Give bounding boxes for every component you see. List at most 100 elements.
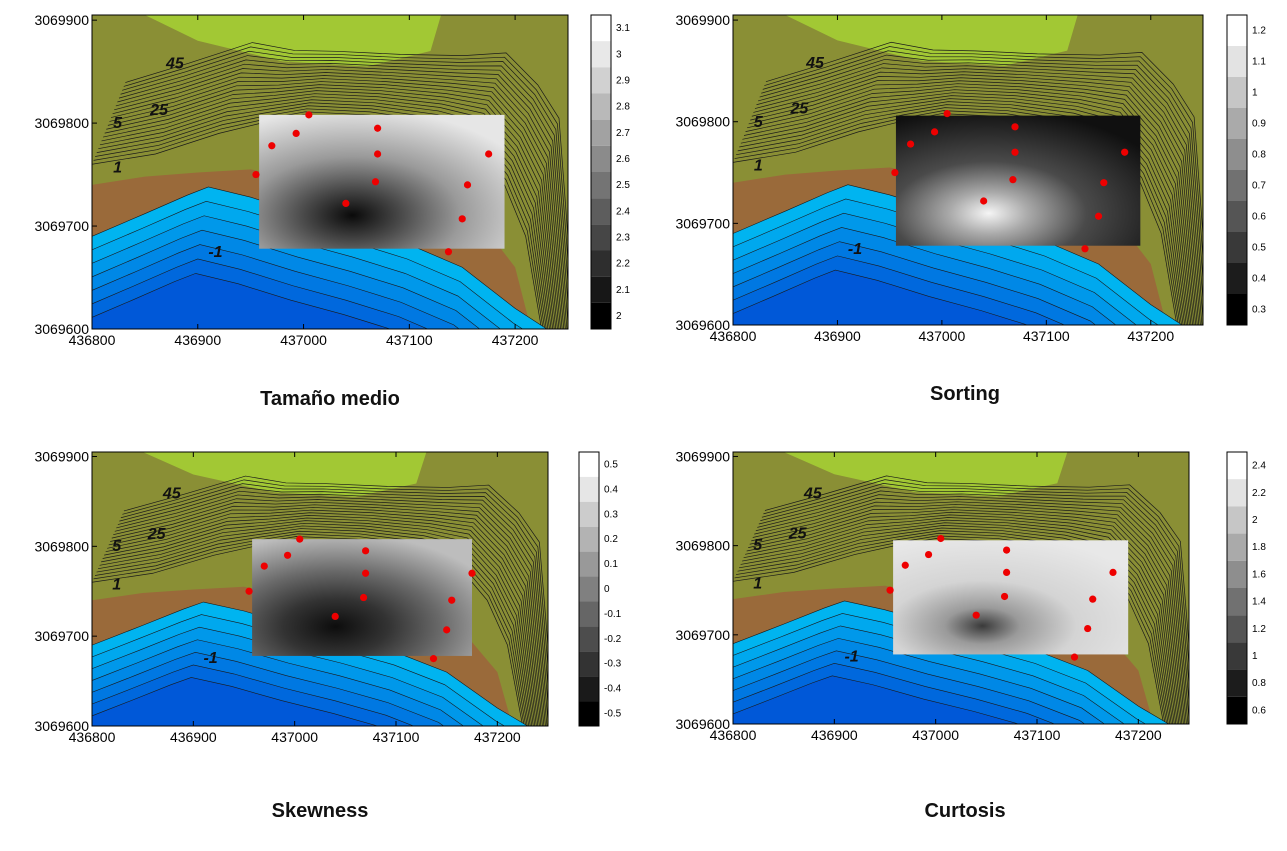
x-tick-label: 437200: [1127, 328, 1174, 344]
panel-title: Skewness: [271, 800, 369, 822]
scale-tick-label: 2.3: [616, 232, 630, 243]
scale-tick-label: 1.2: [1252, 26, 1266, 37]
contour-line: [765, 41, 1203, 240]
scale-tick-label: -0.2: [604, 634, 622, 645]
contour-line: [119, 487, 548, 708]
contour-line: [748, 511, 1180, 724]
scale-segment: [591, 250, 611, 277]
contour-label: 1: [754, 158, 763, 175]
sample-point: [1084, 624, 1092, 633]
contour-label: -1: [848, 241, 862, 258]
scale-segment: [579, 476, 599, 502]
contour-line: [748, 83, 1193, 325]
sample-point: [268, 142, 276, 150]
x-tick-label: 437100: [1014, 727, 1061, 743]
x-tick-label: 436900: [814, 328, 861, 344]
scale-tick-label: 2.9: [616, 75, 630, 86]
contour-line: [117, 490, 548, 725]
contour-line: [117, 63, 568, 329]
x-tick-label: 437200: [474, 729, 521, 745]
y-tick-label: 3069600: [675, 317, 730, 333]
contour-line: [751, 506, 1183, 724]
contour-line: [112, 75, 563, 329]
sample-point: [292, 129, 300, 137]
scale-tick-label: 2.2: [616, 259, 630, 270]
scale-segment: [1227, 108, 1247, 139]
y-tick-label: 3069600: [675, 716, 730, 732]
scale-segment: [591, 302, 611, 329]
scale-tick-label: -0.4: [604, 684, 622, 695]
contour-line: [98, 102, 549, 329]
scale-segment: [591, 93, 611, 120]
contour-line: [115, 68, 566, 329]
contour-line: [101, 522, 533, 726]
contour-line: [758, 490, 1189, 723]
sample-point: [886, 586, 894, 594]
scale-segment: [579, 701, 599, 726]
contour-line: [753, 74, 1198, 325]
contour-line: [743, 92, 1189, 325]
contour-line: [99, 99, 550, 329]
contour-line: [742, 95, 1187, 325]
sample-point: [1003, 546, 1011, 554]
contour-line: [102, 520, 534, 726]
y-tick-label: 3069800: [34, 115, 89, 131]
contour-line: [110, 507, 542, 726]
sample-point: [374, 124, 382, 132]
scale-tick-label: 1.2: [1252, 624, 1266, 635]
scale-segment: [591, 119, 611, 146]
y-tick-label: 3069700: [34, 628, 89, 644]
contour-label: 45: [803, 485, 823, 502]
sample-point: [937, 534, 945, 543]
scale-tick-label: 0.4: [604, 484, 618, 495]
scale-tick-label: 2.7: [616, 128, 630, 139]
panel-title: Tamaño medio: [260, 388, 400, 410]
contour-line: [747, 86, 1192, 325]
x-tick-label: 437200: [1115, 727, 1162, 743]
contour-line: [94, 533, 527, 726]
contour-line: [104, 90, 555, 329]
contour-line: [760, 486, 1189, 706]
scale-tick-label: 2.5: [616, 180, 630, 191]
contour-line: [120, 55, 568, 308]
sample-point: [1000, 592, 1009, 601]
high-terrain: [112, 452, 427, 497]
scale-segment: [591, 41, 611, 68]
contour-line: [107, 512, 539, 726]
contour-line: [736, 107, 1181, 325]
plot-frame: [732, 14, 1204, 326]
contour-line: [749, 509, 1181, 724]
contour-line: [761, 483, 1189, 688]
contour-line: [106, 87, 557, 329]
sample-point: [891, 168, 899, 177]
sample-point: [443, 626, 451, 634]
panel-title: Curtosis: [924, 800, 1006, 822]
scale-tick-label: 3.1: [616, 23, 630, 34]
sample-point: [485, 150, 493, 158]
contour-label: 45: [805, 55, 825, 72]
scale-tick-label: 0.8: [1252, 678, 1266, 689]
sample-point: [458, 215, 466, 223]
contour-line: [118, 59, 568, 327]
y-tick-label: 3069900: [34, 448, 89, 464]
contour-line: [122, 50, 568, 287]
sample-point: [468, 569, 476, 577]
y-tick-label: 3069900: [34, 12, 89, 28]
y-tick-label: 3069700: [34, 218, 89, 234]
x-tick-label: 436900: [170, 729, 217, 745]
y-tick-label: 3069700: [675, 215, 730, 231]
x-tick-label: 436800: [710, 328, 757, 344]
sample-point: [448, 596, 456, 604]
contour-line: [742, 522, 1174, 724]
contour-label: -1: [844, 649, 858, 666]
contour-line: [116, 494, 548, 726]
sample-point: [1100, 179, 1108, 187]
scale-tick-label: 1: [1252, 88, 1258, 99]
x-tick-label: 436800: [69, 729, 116, 745]
water-band: [733, 269, 1029, 325]
scale-segment: [579, 601, 599, 627]
sample-point: [930, 128, 939, 136]
